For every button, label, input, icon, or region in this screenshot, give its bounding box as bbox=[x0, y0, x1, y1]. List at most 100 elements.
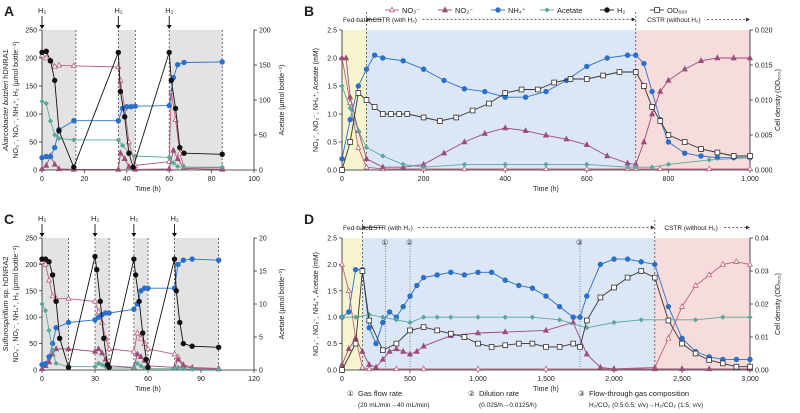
point-no2 bbox=[115, 165, 122, 172]
y-tick-label: 2.0 bbox=[327, 56, 337, 63]
phase-band bbox=[362, 238, 655, 370]
point-h2 bbox=[49, 272, 56, 278]
point-nh4 bbox=[131, 306, 137, 312]
point-nh4 bbox=[529, 285, 536, 291]
footnote-number: ③ bbox=[578, 389, 585, 398]
point-acetate bbox=[43, 100, 49, 107]
point-nh4 bbox=[352, 266, 359, 273]
point-acetate bbox=[584, 161, 590, 168]
footnote-detail: (20 mL/min→40 mL/min) bbox=[358, 402, 430, 409]
point-no2 bbox=[166, 165, 173, 172]
footnotes: ① Gas flow rate (20 mL/min→40 mL/min) ② Dilu… bbox=[347, 389, 703, 409]
y2-tick-label: 0.000 bbox=[755, 168, 773, 175]
point-no2 bbox=[714, 54, 721, 61]
point-acetate bbox=[131, 365, 137, 371]
y-axis-label: NO₃⁻, NO₂⁻, NH₄⁺, H₂ (µmol bottle⁻¹) bbox=[13, 245, 20, 362]
point-nh4 bbox=[543, 88, 549, 95]
point-acetate bbox=[42, 307, 49, 314]
point-nh4 bbox=[682, 150, 688, 156]
point-acetate bbox=[400, 161, 406, 168]
organism-genus: Aliarcobacter butzleri bbox=[1, 80, 10, 151]
y2-tick-label: 0 bbox=[259, 368, 263, 375]
point-nh4 bbox=[604, 55, 610, 61]
point-nh4 bbox=[92, 317, 98, 323]
point-no2 bbox=[730, 54, 737, 61]
h2-addition-label: H₂ bbox=[38, 6, 46, 15]
point-no3 bbox=[338, 260, 346, 267]
x-tick-label: 60 bbox=[144, 376, 152, 383]
point-od bbox=[535, 86, 541, 93]
point-nh4 bbox=[652, 261, 658, 268]
legend-label-no2: NO₂⁻ bbox=[455, 6, 473, 15]
point-od bbox=[393, 340, 400, 347]
legend-marker-no2 bbox=[441, 6, 449, 13]
point-no3 bbox=[420, 365, 427, 372]
point-nh4 bbox=[516, 282, 522, 289]
point-acetate bbox=[174, 163, 181, 170]
h2-addition-label: H₂ bbox=[130, 214, 138, 223]
point-no3 bbox=[665, 334, 672, 341]
point-nh4 bbox=[47, 153, 54, 160]
point-no3 bbox=[171, 350, 178, 357]
point-no3 bbox=[359, 363, 366, 370]
x-tick-label: 3,000 bbox=[741, 376, 759, 383]
point-od bbox=[624, 274, 631, 281]
x-tick-label: 120 bbox=[248, 376, 260, 383]
point-acetate bbox=[46, 327, 52, 334]
phase-label: CSTR (with H₂) bbox=[368, 225, 412, 232]
y-tick-label: 0.5 bbox=[327, 140, 337, 147]
point-no3 bbox=[130, 347, 137, 354]
point-nh4 bbox=[611, 256, 617, 262]
point-od bbox=[407, 327, 413, 334]
x-tick-label: 40 bbox=[123, 176, 131, 183]
legend-marker-od bbox=[654, 7, 660, 13]
point-h2 bbox=[106, 364, 112, 371]
point-no2 bbox=[413, 347, 420, 354]
point-no3 bbox=[70, 62, 77, 69]
point-acetate bbox=[706, 157, 712, 163]
point-nh4 bbox=[502, 277, 508, 283]
point-od bbox=[652, 274, 658, 281]
sampling-shade bbox=[169, 30, 223, 170]
point-no3 bbox=[137, 334, 144, 341]
point-h2 bbox=[136, 298, 142, 305]
y-tick-label: 50 bbox=[29, 140, 37, 147]
point-od bbox=[469, 107, 476, 114]
point-acetate bbox=[355, 128, 362, 134]
y2-tick-label: 0.01 bbox=[755, 335, 769, 342]
point-no2 bbox=[665, 76, 672, 83]
y-tick-label: 1.0 bbox=[327, 315, 337, 322]
point-no2 bbox=[400, 347, 407, 354]
point-acetate bbox=[543, 161, 549, 168]
phase-band bbox=[635, 30, 750, 170]
x-tick-label: 2,000 bbox=[605, 376, 623, 383]
y-tick-label: 100 bbox=[25, 112, 37, 119]
point-nh4 bbox=[488, 269, 495, 276]
y2-tick-label: 15 bbox=[259, 269, 267, 276]
sampling-shade bbox=[133, 238, 148, 370]
y2-axis-label: Cell density (OD₆₀₀) bbox=[775, 69, 782, 131]
legend-label-od: OD₆₀₀ bbox=[667, 6, 688, 15]
x-tick-label: 200 bbox=[418, 176, 430, 183]
point-no3 bbox=[176, 149, 183, 156]
point-od bbox=[679, 340, 685, 347]
organism-label: Sulfurospirillum sp. hDNRA2 bbox=[1, 256, 10, 351]
point-nh4 bbox=[219, 59, 225, 65]
y-tick-label: 50 bbox=[29, 341, 37, 348]
point-od bbox=[371, 104, 378, 110]
y-tick-label: 200 bbox=[25, 262, 37, 269]
point-od bbox=[355, 90, 362, 96]
point-acetate bbox=[624, 164, 631, 170]
point-no2 bbox=[640, 138, 647, 145]
x-tick-label: 100 bbox=[248, 176, 260, 183]
phase-arrowhead bbox=[366, 17, 371, 22]
point-h2 bbox=[189, 343, 195, 349]
point-acetate bbox=[352, 314, 359, 320]
point-nh4 bbox=[441, 77, 447, 84]
point-no3 bbox=[746, 165, 754, 172]
point-no3 bbox=[117, 76, 124, 83]
point-no2 bbox=[366, 361, 373, 367]
point-od bbox=[453, 114, 460, 121]
point-h2 bbox=[130, 164, 136, 170]
panel-label: A bbox=[4, 3, 14, 19]
